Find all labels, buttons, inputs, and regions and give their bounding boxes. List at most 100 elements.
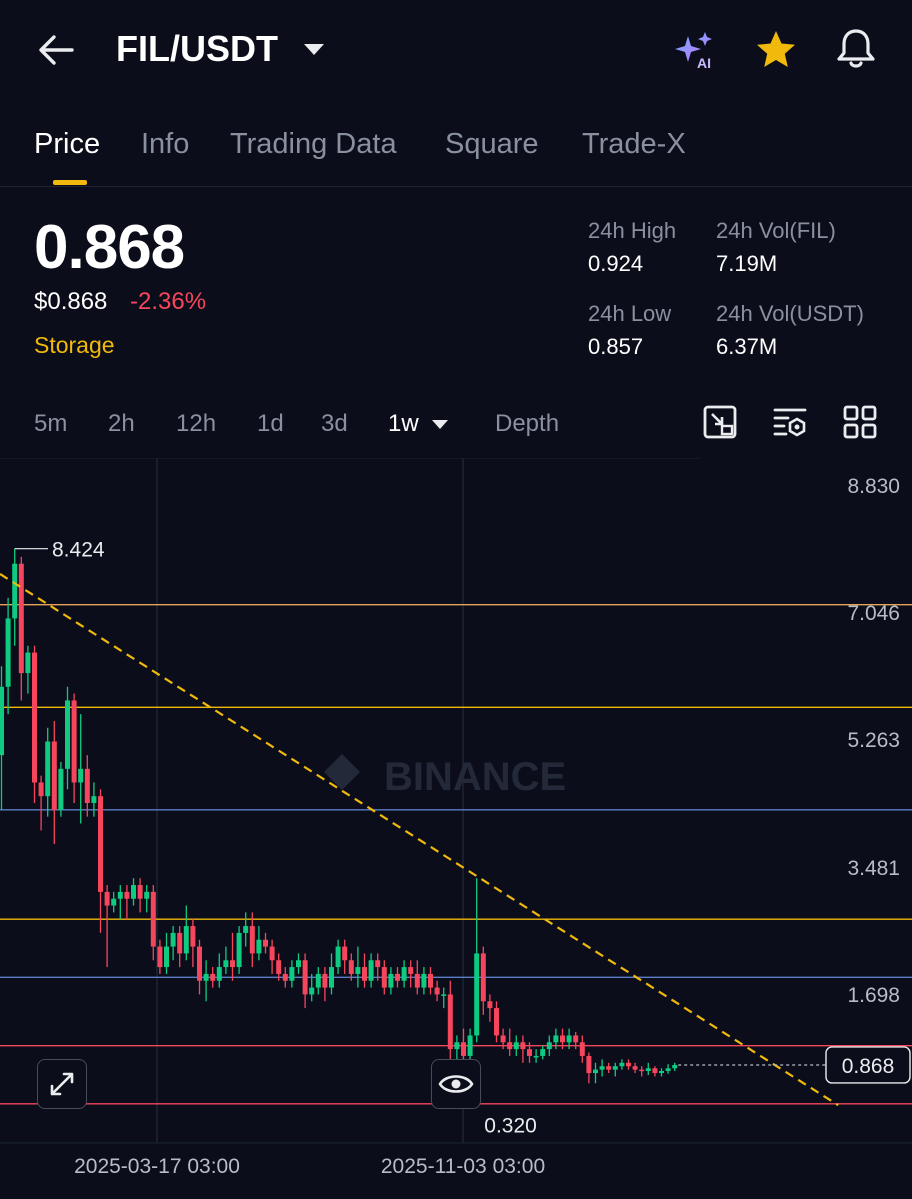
candle-body [322, 973, 328, 988]
candle-body [236, 932, 242, 968]
tab-square[interactable]: Square [445, 128, 539, 160]
fullscreen-button[interactable] [37, 1059, 87, 1109]
candle-body [329, 967, 334, 988]
last-price-usd: $0.868 [34, 288, 108, 315]
candle-body [368, 960, 374, 981]
tf-2h[interactable]: 2h [108, 410, 135, 437]
candle-body [599, 1066, 605, 1070]
candle-body [639, 1069, 645, 1072]
candle-body [355, 967, 361, 974]
candle-body [474, 953, 480, 1036]
eye-icon [438, 1075, 474, 1093]
candle-body [428, 973, 433, 988]
candle-body [230, 960, 235, 968]
indicator-settings-icon[interactable] [772, 404, 808, 440]
watermark-text: BINANCE [384, 755, 566, 799]
candle-body [32, 652, 37, 783]
candle-body [131, 885, 136, 899]
candle-body [249, 926, 255, 954]
ai-label: AI [697, 55, 711, 71]
candle-body [553, 1035, 559, 1043]
candle-body [12, 563, 18, 619]
candle-body [672, 1064, 678, 1069]
candle-body [210, 973, 216, 981]
candle-body [78, 768, 84, 783]
candle-body [183, 926, 189, 954]
candle-body [401, 967, 407, 981]
candle-body [606, 1066, 612, 1070]
candle-body [170, 932, 176, 947]
high-label: 24h High [588, 218, 677, 243]
candle-body [381, 967, 387, 988]
high-value: 0.924 [588, 251, 644, 276]
candle-body [296, 960, 301, 968]
candle-body [566, 1035, 572, 1043]
chevron-down-icon[interactable] [304, 44, 324, 55]
candle-body [38, 782, 44, 797]
candle-body [579, 1042, 585, 1056]
candle-body [256, 939, 262, 954]
tab-trading-data[interactable]: Trading Data [230, 128, 397, 160]
tf-5m[interactable]: 5m [34, 410, 68, 437]
candle-body [593, 1069, 598, 1074]
low-value: 0.857 [588, 334, 644, 359]
tf-12h[interactable]: 12h [176, 410, 217, 437]
candle-body [111, 898, 117, 906]
candle-body [395, 973, 400, 981]
candle-body [335, 946, 341, 968]
tab-trade-x[interactable]: Trade-X [582, 128, 686, 160]
candle-body [560, 1035, 565, 1043]
candle-body [461, 1042, 466, 1056]
candle-body [375, 960, 381, 968]
tf-3d[interactable]: 3d [321, 410, 348, 437]
tf-1d[interactable]: 1d [257, 410, 284, 437]
candle-body [282, 973, 288, 981]
visibility-button[interactable] [431, 1059, 481, 1109]
bell-icon[interactable] [834, 26, 878, 72]
trend-line [0, 573, 839, 1107]
tf-1w[interactable]: 1w [388, 410, 419, 437]
resize-window-icon[interactable] [702, 404, 738, 440]
candle-body [619, 1062, 625, 1067]
candle-body [302, 960, 308, 995]
candle-body [137, 885, 143, 899]
candle-body [315, 973, 321, 988]
candle-body [447, 994, 453, 1050]
candle-body [91, 796, 97, 803]
y-tick-label: 8.830 [847, 475, 900, 498]
candle-body [454, 1042, 460, 1050]
price-change: -2.36% [130, 288, 207, 315]
y-tick-label: 5.263 [847, 729, 900, 752]
back-arrow-icon[interactable] [36, 30, 76, 70]
candle-body [124, 891, 130, 899]
candle-body [573, 1035, 579, 1043]
active-tab-indicator [53, 180, 87, 185]
vol-usdt-label: 24h Vol(USDT) [716, 301, 864, 326]
last-price: 0.868 [34, 213, 185, 282]
candle-body [434, 987, 440, 995]
expand-icon [50, 1072, 74, 1096]
candle-body [65, 700, 70, 769]
candle-body [117, 891, 123, 899]
tf-chevron-down-icon[interactable] [432, 420, 448, 429]
candle-body [98, 796, 103, 892]
tab-info[interactable]: Info [141, 128, 190, 160]
candle-body [362, 967, 367, 981]
grid-layout-icon[interactable] [842, 404, 878, 440]
candle-body [513, 1042, 519, 1050]
star-icon[interactable] [754, 28, 798, 72]
candle-body [84, 768, 90, 803]
pair-title[interactable]: FIL/USDT [116, 28, 278, 69]
tf-depth[interactable]: Depth [495, 410, 560, 437]
candle-body [150, 891, 156, 947]
category-tag[interactable]: Storage [34, 332, 115, 358]
candle-body [269, 946, 275, 961]
ai-sparkle-icon[interactable]: AI [672, 28, 720, 72]
candle-body [480, 953, 486, 1002]
tab-price[interactable]: Price [34, 128, 101, 160]
candle-body [500, 1035, 506, 1043]
candlestick-chart[interactable]: BINANCE 8.830 7.046 5.263 3.481 1.698 2025-0… [0, 458, 912, 1199]
candle-body [626, 1062, 631, 1067]
candle-body [612, 1066, 618, 1070]
max-price-label: 8.424 [52, 539, 105, 562]
